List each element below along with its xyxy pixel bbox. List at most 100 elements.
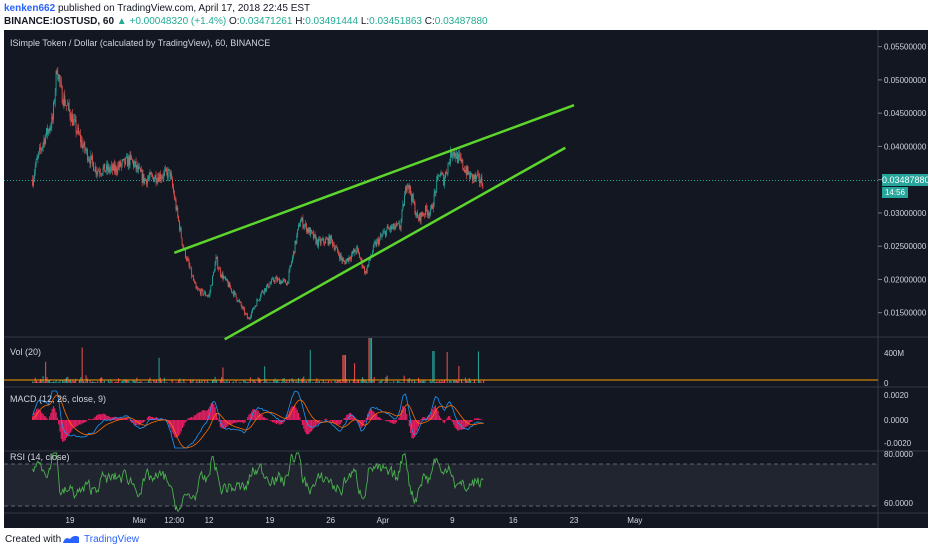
candle-body — [369, 259, 371, 260]
volume-bar — [433, 351, 435, 383]
candle-body — [319, 238, 320, 240]
candle-body — [318, 238, 319, 247]
chart-canvas[interactable]: 0.05500000 0.05000000 0.04500000 0.04000000… — [4, 30, 928, 528]
macd-tick-label: -0.0020 — [884, 439, 912, 448]
candle-body — [462, 159, 464, 169]
macd-histogram-bar — [372, 410, 374, 420]
candle-body — [477, 173, 478, 176]
candle-body — [148, 177, 150, 179]
candle-body — [38, 151, 40, 157]
volume-bar — [312, 381, 314, 383]
candle-body — [278, 278, 279, 280]
macd-histogram-bar — [111, 417, 113, 420]
macd-histogram-bar — [333, 420, 335, 423]
candle-body — [221, 273, 223, 277]
author-link[interactable]: kenken662 — [4, 3, 56, 14]
volume-bar — [262, 382, 264, 383]
volume-bar — [321, 381, 323, 383]
candle-body — [75, 119, 77, 133]
volume-bar — [291, 378, 293, 383]
candle-body — [332, 239, 333, 246]
candle-body — [57, 73, 59, 80]
macd-histogram-bar — [204, 410, 206, 420]
volume-bar — [334, 379, 336, 383]
macd-histogram-bar — [331, 420, 334, 423]
macd-histogram-bar — [339, 420, 341, 425]
candle-body — [263, 292, 265, 294]
volume-bar — [232, 381, 234, 383]
macd-histogram-bar — [400, 409, 403, 420]
candle-body — [449, 162, 451, 164]
volume-bar — [457, 380, 459, 383]
macd-histogram-bar — [385, 420, 387, 422]
candle-body — [186, 258, 188, 261]
candle-body — [191, 268, 193, 277]
macd-histogram-bar — [237, 420, 240, 422]
candle-body — [310, 229, 312, 236]
macd-histogram-bar — [98, 414, 100, 420]
last-price-tag: 0.03487880 — [882, 174, 930, 186]
macd-histogram-bar — [370, 409, 373, 420]
volume-bar — [285, 381, 287, 383]
macd-histogram-bar — [65, 420, 68, 438]
candle-body — [68, 103, 70, 111]
candle-body — [442, 173, 444, 175]
macd-histogram-bar — [187, 418, 189, 420]
macd-histogram-bar — [292, 406, 294, 420]
close-label: C: — [424, 16, 435, 27]
volume-tick-label: 0 — [884, 379, 889, 388]
macd-histogram-bar — [301, 420, 304, 425]
candle-body — [138, 167, 140, 171]
macd-histogram-bar — [296, 409, 298, 420]
volume-bar — [252, 380, 254, 383]
candle-body — [121, 160, 123, 165]
candle-body — [163, 172, 165, 178]
volume-bar — [450, 380, 452, 383]
candle-body — [481, 177, 483, 186]
volume-bar — [133, 380, 135, 383]
created-with-label: Created with — [5, 534, 62, 545]
candle-body — [335, 247, 337, 249]
candle-body — [76, 132, 78, 133]
candle-body — [337, 247, 339, 252]
tradingview-brand[interactable]: TradingView — [84, 534, 140, 545]
candle-body — [196, 287, 198, 289]
volume-bar — [390, 382, 392, 383]
macd-histogram-bar — [149, 415, 151, 420]
candle-body — [98, 170, 100, 172]
volume-bar — [424, 380, 426, 383]
candle-body — [229, 282, 231, 288]
candle-body — [430, 208, 432, 214]
trendline-1 — [173, 103, 575, 255]
volume-bar — [228, 381, 230, 383]
candle-body — [345, 261, 346, 264]
macd-histogram-bar — [343, 418, 345, 420]
volume-bar — [54, 381, 56, 383]
volume-bar — [103, 380, 105, 383]
volume-bar — [36, 380, 38, 383]
candle-body — [325, 239, 326, 244]
candle-body — [168, 169, 170, 170]
candle-body — [409, 186, 411, 190]
candle-body — [247, 317, 249, 319]
candle-body — [96, 172, 98, 175]
volume-bar — [275, 380, 277, 383]
macd-histogram-bar — [386, 420, 388, 422]
volume-bar — [368, 338, 370, 383]
chart-area[interactable]: 0.05500000 0.05000000 0.04500000 0.04000000… — [4, 30, 930, 528]
candle-body — [246, 313, 247, 315]
candle-body — [80, 140, 82, 143]
candle-body — [279, 280, 281, 284]
volume-bar — [37, 381, 39, 383]
candle-body — [240, 302, 242, 306]
candle-body — [232, 291, 234, 296]
macd-histogram-bar — [174, 420, 176, 437]
macd-histogram-bar — [102, 413, 104, 420]
volume-bar — [298, 378, 300, 383]
volume-bar — [342, 355, 344, 383]
macd-histogram-bar — [89, 418, 91, 420]
candle-body — [475, 174, 477, 179]
candle-body — [404, 195, 405, 206]
volume-bar — [389, 382, 391, 383]
candle-body — [104, 163, 106, 172]
